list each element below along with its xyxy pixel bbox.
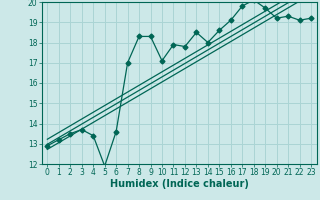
X-axis label: Humidex (Indice chaleur): Humidex (Indice chaleur) (110, 179, 249, 189)
